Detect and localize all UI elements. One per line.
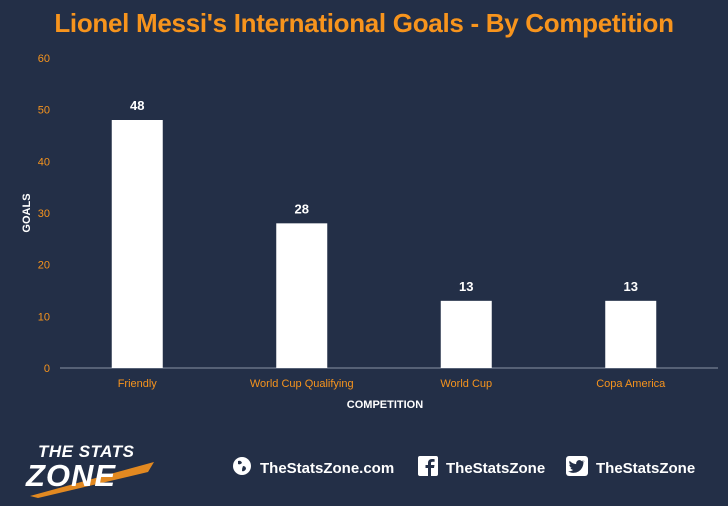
data-label: 28 — [295, 201, 309, 216]
x-axis-title: COMPETITION — [347, 399, 423, 411]
logo-line-1: THE STATS — [38, 442, 135, 461]
facebook-icon — [418, 456, 438, 480]
y-tick-label: 0 — [44, 363, 50, 375]
logo-swoosh-icon — [30, 462, 154, 498]
y-tick-label: 40 — [38, 156, 50, 168]
x-tick-label: Copa America — [596, 378, 666, 390]
y-tick-label: 10 — [38, 311, 50, 323]
stats-zone-logo: THE STATS ZONE — [26, 438, 158, 500]
x-tick-label: World Cup Qualifying — [250, 378, 354, 390]
website-link[interactable]: TheStatsZone.com — [232, 456, 394, 480]
y-tick-label: 20 — [38, 260, 50, 272]
bar — [440, 300, 492, 368]
x-tick-label: Friendly — [118, 378, 158, 390]
bar — [605, 300, 657, 368]
twitter-icon — [566, 456, 588, 480]
y-axis-title: GOALS — [21, 193, 33, 232]
website-text: TheStatsZone.com — [260, 459, 395, 477]
data-label: 13 — [624, 279, 638, 294]
y-tick-label: 50 — [38, 105, 50, 117]
twitter-link[interactable]: TheStatsZone — [566, 456, 695, 480]
bar — [276, 223, 328, 368]
y-tick-label: 30 — [38, 208, 50, 220]
globe-icon — [232, 456, 252, 480]
x-tick-label: World Cup — [440, 378, 492, 390]
data-label: 48 — [130, 98, 144, 113]
bar — [111, 120, 163, 368]
facebook-text: TheStatsZone — [446, 459, 546, 477]
chart-title: Lionel Messi's International Goals - By … — [54, 8, 674, 38]
footer: THE STATS ZONE TheStatsZone.com TheStats… — [0, 430, 728, 506]
data-label: 13 — [459, 279, 473, 294]
facebook-link[interactable]: TheStatsZone — [418, 456, 545, 480]
bar-chart: 0 10 20 30 40 50 60 48 Friendly 28 World Cup Quali… — [21, 53, 718, 411]
y-tick-label: 60 — [38, 53, 50, 65]
logo-line-2: ZONE — [26, 458, 117, 493]
twitter-text: TheStatsZone — [596, 459, 696, 477]
